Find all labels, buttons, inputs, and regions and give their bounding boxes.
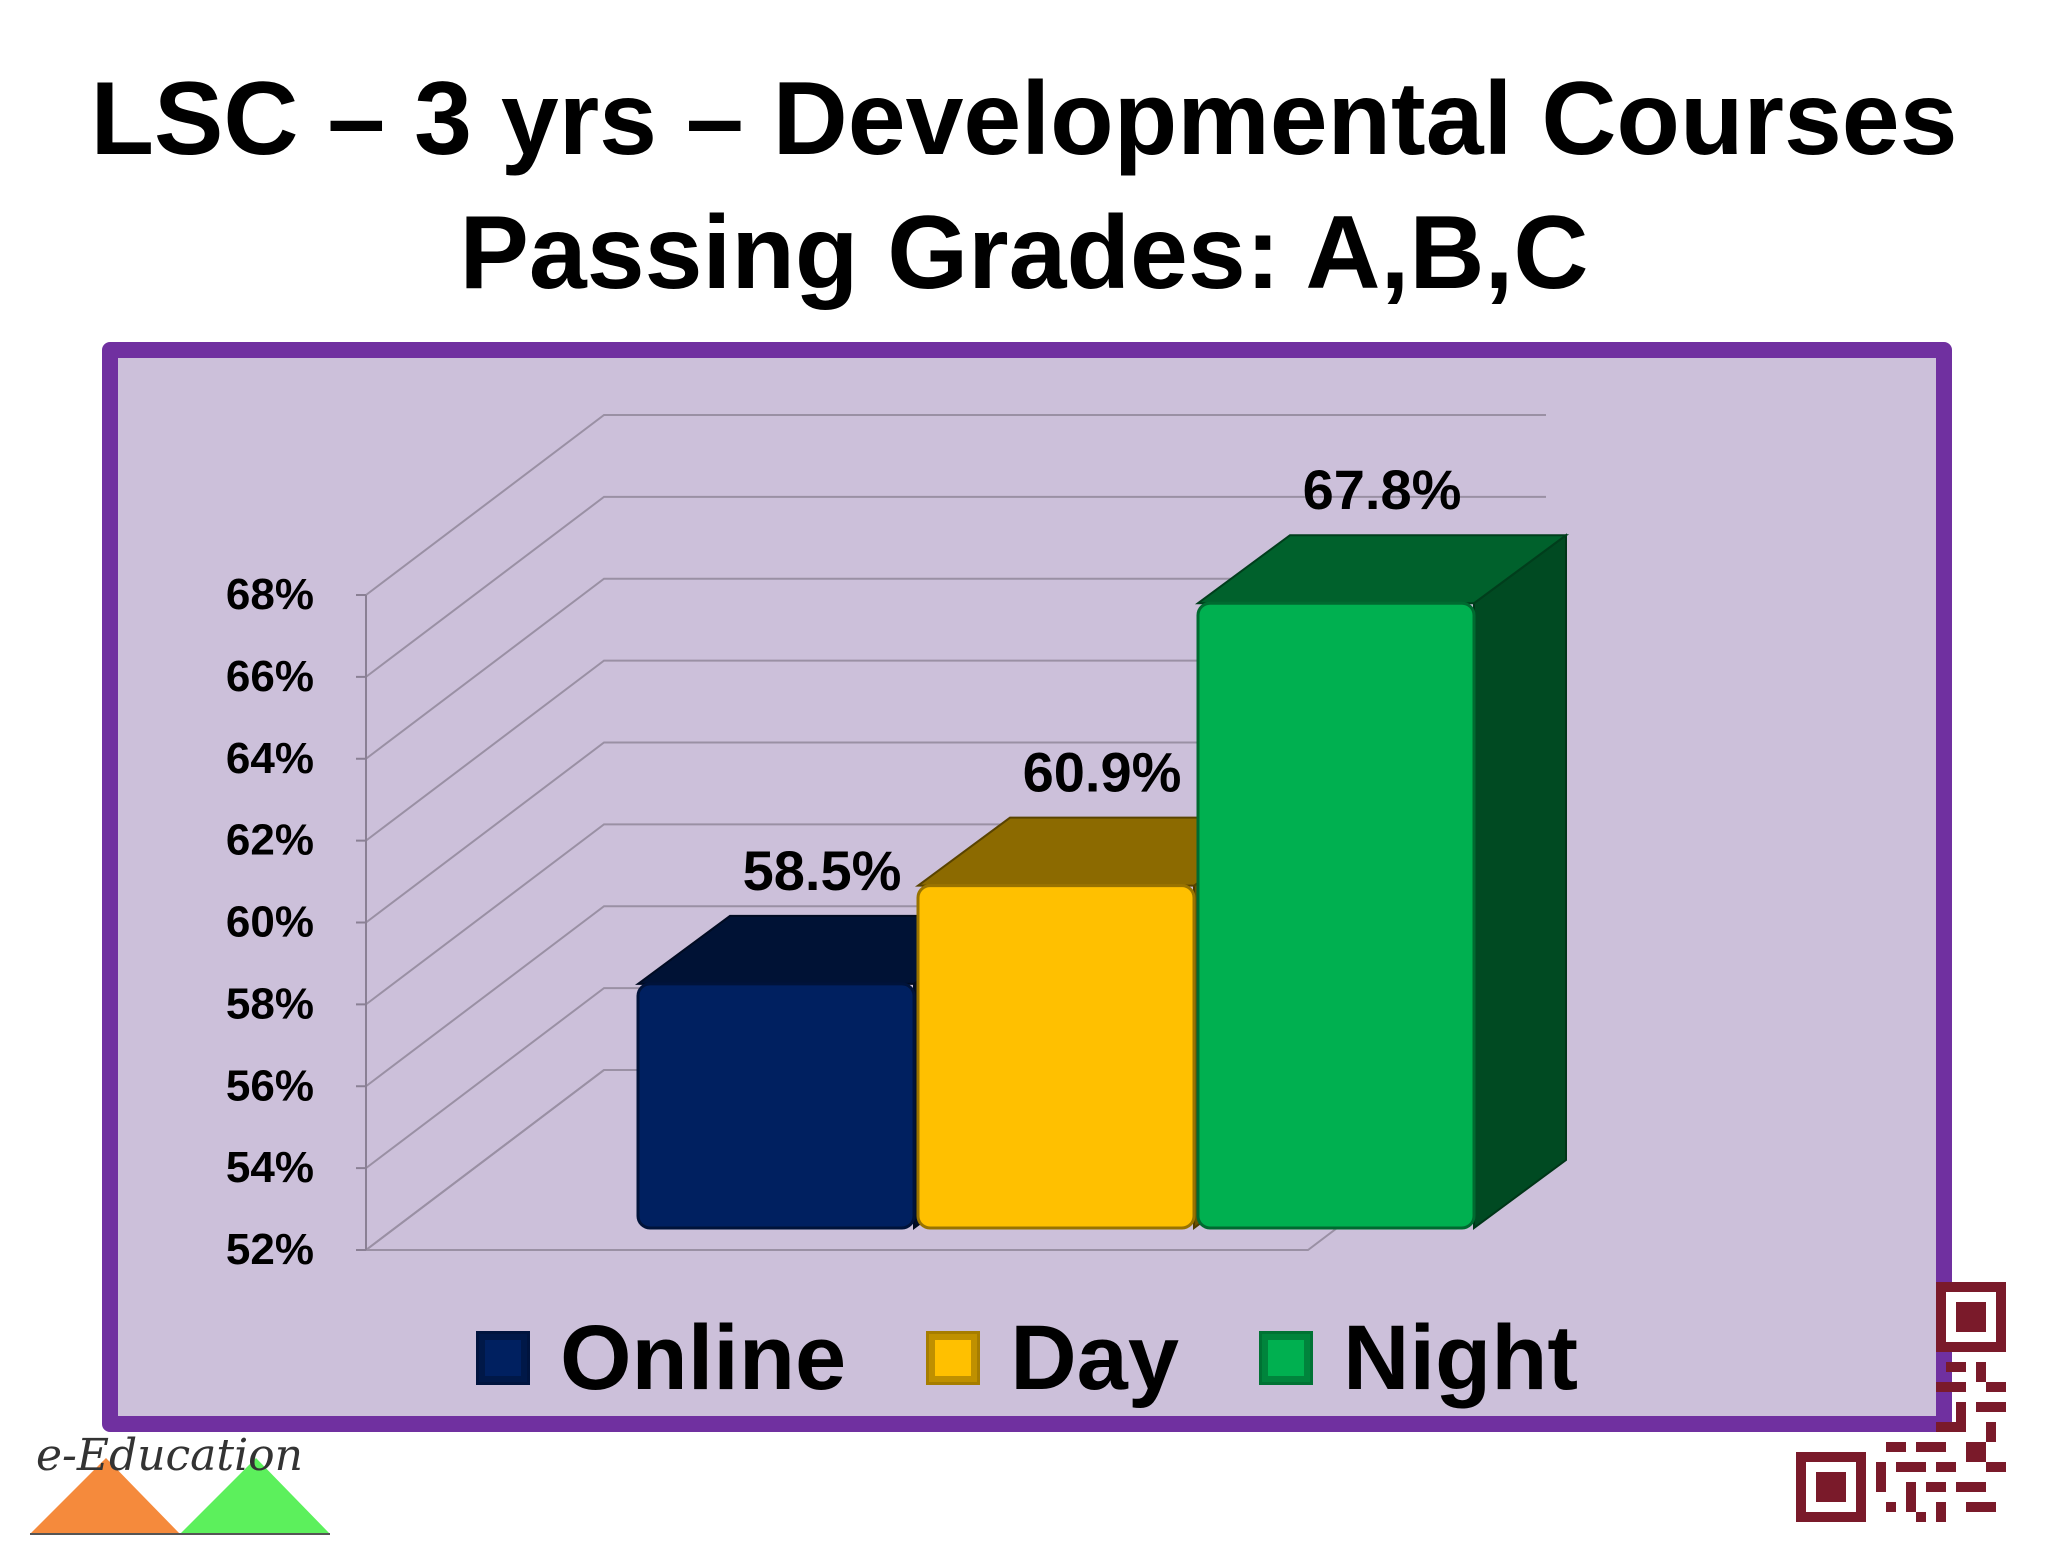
y-tick-label: 58% — [226, 979, 314, 1028]
data-label-online: 58.5% — [743, 839, 902, 902]
legend-swatch-day — [926, 1331, 981, 1385]
bar-day — [916, 884, 1196, 1230]
logo-triangles-icon — [30, 1458, 330, 1535]
slide-title-line-1: LSC – 3 yrs – Developmental Courses — [90, 61, 1958, 177]
y-tick-label: 60% — [226, 898, 314, 947]
logo-wordmark: e-Education — [36, 1430, 303, 1481]
legend-item-night: Night — [1259, 1308, 1578, 1408]
y-gridline — [365, 495, 1546, 678]
y-tick-label: 56% — [226, 1061, 314, 1110]
legend-swatch-night — [1259, 1331, 1313, 1385]
bar-side-night — [1473, 533, 1567, 1230]
chart-frame: 52% 54% 56% 58% 60% 62% 64% 66% 68% 58.5% 60.9% 67.… — [102, 342, 1952, 1432]
y-tick-label: 68% — [226, 570, 314, 619]
legend-item-day: Day — [926, 1308, 1179, 1408]
chart-legend: Online Day Night — [118, 1308, 1936, 1408]
y-tick-label: 52% — [226, 1225, 314, 1274]
legend-swatch-online — [475, 1331, 530, 1385]
slide-title-line-2: Passing Grades: A,B,C — [459, 195, 1589, 311]
bar-online — [636, 982, 916, 1230]
slide-title: LSC – 3 yrs – Developmental Courses Pass… — [0, 52, 2048, 320]
bar-chart: 52% 54% 56% 58% 60% 62% 64% 66% 68% 58.5% 60.9% 67.… — [226, 414, 1570, 1274]
data-label-day: 60.9% — [1023, 741, 1182, 804]
y-tick-label: 64% — [226, 734, 314, 783]
y-gridline — [365, 414, 1546, 596]
legend-label-online: Online — [559, 1307, 847, 1409]
legend-label-day: Day — [1010, 1307, 1179, 1409]
y-tick-label: 66% — [226, 652, 314, 701]
legend-label-night: Night — [1343, 1307, 1579, 1409]
y-tick-label: 54% — [226, 1143, 314, 1192]
e-education-logo: e-Education — [30, 1338, 330, 1536]
qr-code-icon — [1796, 1282, 2036, 1522]
legend-item-online: Online — [475, 1307, 847, 1409]
bar-night — [1196, 601, 1476, 1230]
data-label-night: 67.8% — [1303, 458, 1462, 521]
y-tick-label: 62% — [226, 816, 314, 865]
